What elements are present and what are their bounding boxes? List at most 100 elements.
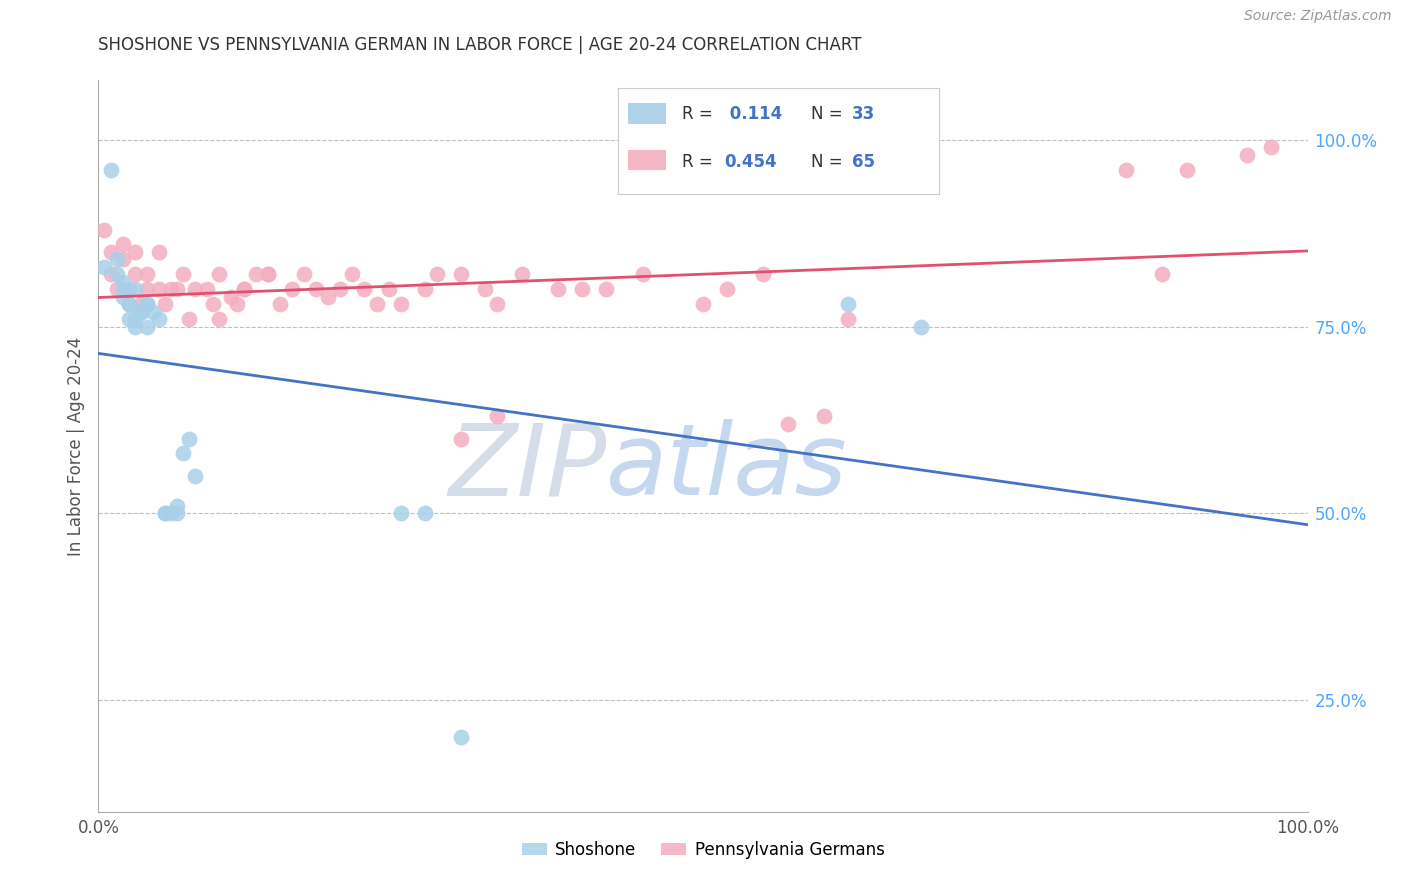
- Point: [100, 244, 122, 259]
- Text: SHOSHONE VS PENNSYLVANIA GERMAN IN LABOR FORCE | AGE 20-24 CORRELATION CHART: SHOSHONE VS PENNSYLVANIA GERMAN IN LABOR…: [98, 36, 862, 54]
- Legend: Shoshone, Pennsylvania Germans: Shoshone, Pennsylvania Germans: [515, 834, 891, 865]
- Point: [450, 432, 472, 446]
- Point: [135, 297, 157, 311]
- Point: [305, 282, 328, 296]
- Point: [172, 268, 194, 282]
- Text: ZIP: ZIP: [449, 419, 606, 516]
- Text: Source: ZipAtlas.com: Source: ZipAtlas.com: [1244, 9, 1392, 23]
- Text: atlas: atlas: [606, 419, 848, 516]
- Point: [377, 282, 399, 296]
- Point: [111, 282, 134, 296]
- Point: [474, 282, 496, 296]
- Point: [153, 506, 176, 520]
- Point: [111, 252, 134, 267]
- Point: [135, 268, 157, 282]
- Point: [426, 268, 449, 282]
- Point: [166, 282, 188, 296]
- Point: [716, 282, 738, 296]
- Point: [118, 312, 141, 326]
- Point: [1152, 268, 1174, 282]
- Point: [450, 730, 472, 744]
- Point: [413, 506, 436, 520]
- Point: [105, 282, 128, 296]
- Point: [1236, 148, 1258, 162]
- Point: [269, 297, 291, 311]
- Point: [692, 297, 714, 311]
- Point: [450, 268, 472, 282]
- Point: [160, 282, 183, 296]
- Point: [329, 282, 352, 296]
- Point: [1115, 162, 1137, 177]
- Point: [129, 297, 152, 311]
- Point: [366, 297, 388, 311]
- Point: [124, 268, 146, 282]
- Point: [111, 275, 134, 289]
- Point: [752, 268, 775, 282]
- Point: [245, 268, 267, 282]
- Point: [837, 312, 859, 326]
- Point: [353, 282, 375, 296]
- Point: [256, 268, 278, 282]
- Point: [208, 268, 231, 282]
- Point: [837, 297, 859, 311]
- Point: [93, 222, 115, 236]
- Point: [776, 417, 799, 431]
- Point: [124, 312, 146, 326]
- Point: [1260, 140, 1282, 154]
- Point: [124, 282, 146, 296]
- Point: [129, 304, 152, 318]
- Point: [184, 468, 207, 483]
- Point: [124, 244, 146, 259]
- Point: [292, 268, 315, 282]
- Point: [631, 268, 654, 282]
- Point: [135, 297, 157, 311]
- Point: [486, 297, 509, 311]
- Point: [510, 268, 533, 282]
- Point: [281, 282, 304, 296]
- Point: [129, 304, 152, 318]
- Point: [124, 319, 146, 334]
- Point: [342, 268, 364, 282]
- Point: [148, 244, 170, 259]
- Point: [813, 409, 835, 424]
- Point: [389, 506, 412, 520]
- Point: [486, 409, 509, 424]
- Point: [547, 282, 569, 296]
- Point: [135, 282, 157, 296]
- Point: [571, 282, 593, 296]
- Point: [166, 499, 188, 513]
- Point: [232, 282, 254, 296]
- Point: [100, 268, 122, 282]
- Point: [148, 312, 170, 326]
- Point: [105, 252, 128, 267]
- Point: [595, 282, 617, 296]
- Point: [389, 297, 412, 311]
- Point: [105, 268, 128, 282]
- Point: [135, 319, 157, 334]
- Point: [118, 297, 141, 311]
- Point: [195, 282, 218, 296]
- Point: [202, 297, 225, 311]
- Point: [153, 297, 176, 311]
- Point: [160, 506, 183, 520]
- Point: [256, 268, 278, 282]
- Point: [316, 290, 339, 304]
- Point: [111, 290, 134, 304]
- Point: [910, 319, 932, 334]
- Point: [172, 446, 194, 460]
- Point: [226, 297, 249, 311]
- Point: [184, 282, 207, 296]
- Point: [118, 297, 141, 311]
- Point: [232, 282, 254, 296]
- Point: [118, 282, 141, 296]
- Point: [153, 506, 176, 520]
- Point: [1175, 162, 1198, 177]
- Point: [148, 282, 170, 296]
- Point: [100, 162, 122, 177]
- Y-axis label: In Labor Force | Age 20-24: In Labor Force | Age 20-24: [66, 336, 84, 556]
- Point: [111, 237, 134, 252]
- Point: [413, 282, 436, 296]
- Point: [208, 312, 231, 326]
- Point: [179, 432, 201, 446]
- Point: [221, 290, 243, 304]
